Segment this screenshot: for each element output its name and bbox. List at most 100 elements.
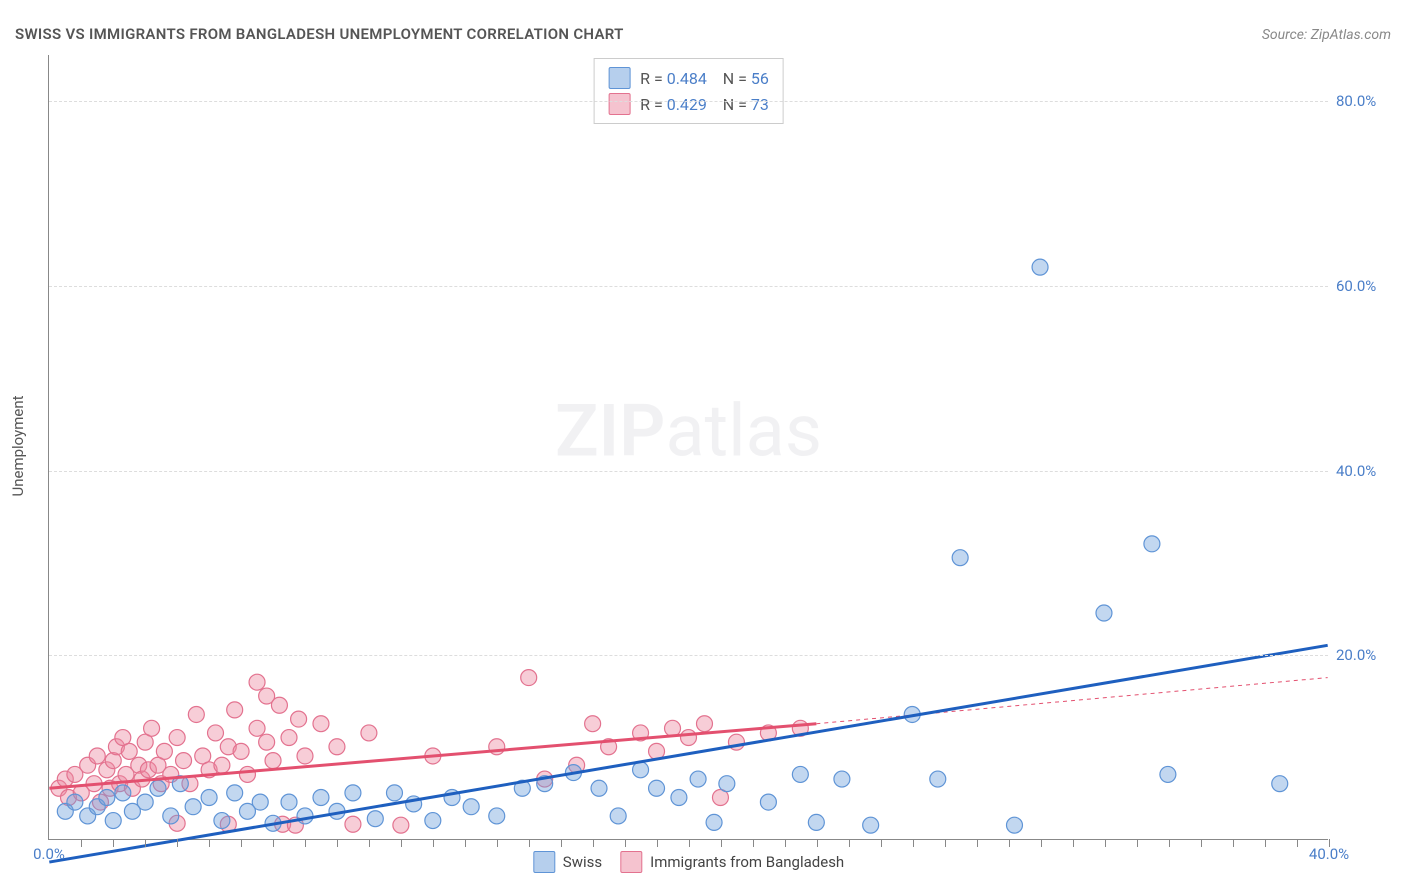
x-tick-mark <box>753 839 754 847</box>
legend-item-pink: Immigrants from Bangladesh <box>620 851 844 873</box>
x-tick-mark <box>177 839 178 847</box>
x-tick-mark <box>1105 839 1106 847</box>
x-tick-mark <box>913 839 914 847</box>
x-tick-mark <box>945 839 946 847</box>
marker-pink <box>265 753 281 769</box>
x-tick-mark <box>721 839 722 847</box>
marker-pink <box>313 716 329 732</box>
marker-blue <box>150 780 166 796</box>
marker-blue <box>227 785 243 801</box>
x-tick-mark <box>849 839 850 847</box>
y-tick-label: 60.0% <box>1336 277 1396 295</box>
x-tick-label: 0.0% <box>33 845 65 863</box>
marker-blue <box>610 808 626 824</box>
x-tick-mark <box>625 839 626 847</box>
marker-pink <box>156 743 172 759</box>
marker-pink <box>144 720 160 736</box>
x-tick-mark <box>657 839 658 847</box>
marker-blue <box>67 794 83 810</box>
x-tick-mark <box>337 839 338 847</box>
marker-blue <box>1006 817 1022 833</box>
x-tick-label: 40.0% <box>1309 845 1349 863</box>
x-tick-mark <box>593 839 594 847</box>
x-tick-mark <box>369 839 370 847</box>
marker-blue <box>591 780 607 796</box>
x-tick-mark <box>209 839 210 847</box>
marker-blue <box>99 790 115 806</box>
marker-pink <box>249 674 265 690</box>
marker-pink <box>521 670 537 686</box>
marker-pink <box>239 766 255 782</box>
x-tick-mark <box>465 839 466 847</box>
marker-blue <box>252 794 268 810</box>
marker-pink <box>345 816 361 832</box>
marker-pink <box>696 716 712 732</box>
marker-blue <box>834 771 850 787</box>
x-tick-mark <box>305 839 306 847</box>
legend-item-blue: Swiss <box>533 851 602 873</box>
marker-pink <box>169 730 185 746</box>
source-label: Source: ZipAtlas.com <box>1262 27 1391 43</box>
marker-blue <box>489 808 505 824</box>
chart-title: SWISS VS IMMIGRANTS FROM BANGLADESH UNEM… <box>15 25 624 43</box>
marker-blue <box>367 811 383 827</box>
marker-pink <box>329 739 345 755</box>
marker-blue <box>952 550 968 566</box>
marker-blue <box>671 790 687 806</box>
legend-swatch-blue-icon <box>533 851 555 873</box>
marker-blue <box>463 799 479 815</box>
legend-swatch-pink <box>608 93 630 115</box>
marker-blue <box>690 771 706 787</box>
legend-swatch-pink-icon <box>620 851 642 873</box>
marker-pink <box>227 702 243 718</box>
marker-blue <box>1272 776 1288 792</box>
x-tick-mark <box>433 839 434 847</box>
x-tick-mark <box>241 839 242 847</box>
marker-blue <box>425 813 441 829</box>
marker-blue <box>930 771 946 787</box>
legend-swatch-blue <box>608 67 630 89</box>
marker-blue <box>1096 605 1112 621</box>
marker-blue <box>808 814 824 830</box>
gridline-h <box>49 101 1328 102</box>
x-tick-mark <box>1201 839 1202 847</box>
gridline-h <box>49 286 1328 287</box>
scatter-svg <box>49 55 1328 839</box>
marker-blue <box>137 794 153 810</box>
gridline-h <box>49 471 1328 472</box>
x-tick-mark <box>561 839 562 847</box>
x-tick-mark <box>785 839 786 847</box>
marker-blue <box>792 766 808 782</box>
marker-pink <box>121 743 137 759</box>
y-tick-label: 20.0% <box>1336 646 1396 664</box>
marker-blue <box>115 785 131 801</box>
marker-blue <box>1160 766 1176 782</box>
marker-pink <box>681 730 697 746</box>
marker-pink <box>393 817 409 833</box>
marker-pink <box>214 757 230 773</box>
marker-pink <box>176 753 192 769</box>
marker-blue <box>163 808 179 824</box>
marker-pink <box>233 743 249 759</box>
y-tick-label: 80.0% <box>1336 92 1396 110</box>
marker-pink <box>585 716 601 732</box>
marker-pink <box>291 711 307 727</box>
marker-blue <box>297 808 313 824</box>
x-tick-mark <box>497 839 498 847</box>
marker-pink <box>89 748 105 764</box>
y-axis-label: Unemployment <box>9 395 27 496</box>
x-tick-mark <box>529 839 530 847</box>
marker-blue <box>313 790 329 806</box>
x-tick-mark <box>1297 839 1298 847</box>
marker-blue <box>706 814 722 830</box>
marker-blue <box>1032 259 1048 275</box>
x-tick-mark <box>113 839 114 847</box>
x-tick-mark <box>1265 839 1266 847</box>
x-tick-mark <box>145 839 146 847</box>
x-tick-mark <box>881 839 882 847</box>
legend-series: Swiss Immigrants from Bangladesh <box>533 851 844 873</box>
marker-blue <box>214 813 230 829</box>
marker-blue <box>345 785 361 801</box>
marker-pink <box>208 725 224 741</box>
marker-blue <box>105 813 121 829</box>
